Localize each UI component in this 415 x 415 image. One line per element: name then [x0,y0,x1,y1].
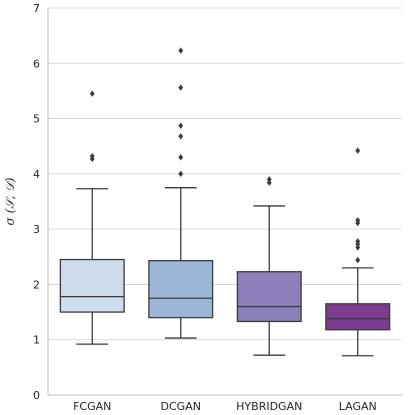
outlier-dcgan-5 [178,47,184,54]
y-tick-label-3: 3 [33,223,40,236]
outlier-dcgan-2 [178,133,184,140]
outlier-hybridgan-1 [266,176,272,183]
y-tick-label-5: 5 [33,113,40,126]
outlier-fcgan-2 [89,90,95,97]
box-layer [59,47,391,357]
grid-layer [48,7,402,396]
outlier-lagan-0 [355,256,361,264]
outlier-dcgan-1 [178,154,184,161]
outlier-dcgan-4 [178,84,184,91]
outlier-dcgan-0 [178,170,184,178]
outlier-lagan-6 [355,147,361,154]
y-axis-label: σ (𝒮, 𝒟) [3,177,17,225]
box-group-dcgan [148,47,214,339]
y-tick-label-6: 6 [33,57,40,70]
box-lagan [325,303,391,331]
outlier-dcgan-3 [178,122,184,129]
box-group-hybridgan [236,176,302,356]
box-group-lagan [325,147,391,357]
x-tick-label-dcgan: DCGAN [161,400,201,413]
box-group-fcgan [59,90,125,345]
box-fcgan [59,258,125,313]
outlier-lagan-3 [355,238,361,245]
outlier-fcgan-1 [89,152,95,160]
y-tick-label-0: 0 [33,389,40,402]
y-tick-label-2: 2 [33,278,40,291]
x-tick-label-fcgan: FCGAN [73,400,111,413]
box-hybridgan [236,271,302,323]
y-tick-label-7: 7 [33,2,40,15]
x-tick-label-hybridgan: HYBRIDGAN [236,400,302,413]
axis-layer: 0 1 2 3 4 5 6 7 FCGAN DCGAN HYBRIDGAN LAGAN [33,2,402,413]
outlier-hybridgan-0 [266,179,272,186]
outlier-lagan-1 [355,244,361,251]
box-dcgan [148,260,214,319]
outlier-lagan-5 [355,217,361,224]
y-tick-label-4: 4 [33,168,40,181]
y-tick-label-1: 1 [33,334,40,347]
x-tick-label-lagan: LAGAN [339,400,377,413]
